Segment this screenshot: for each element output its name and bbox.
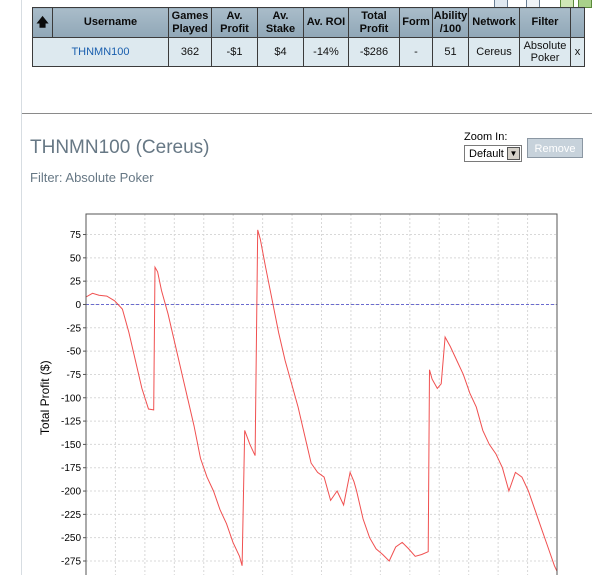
username-link[interactable]: THNMN100 [71,46,130,58]
total-profit-column-header[interactable]: Total Profit [348,7,400,38]
y-tick-label: 25 [70,277,82,288]
y-tick-label: 50 [70,253,82,264]
y-tick-label: -50 [67,347,82,358]
export-icon[interactable] [578,0,592,8]
y-axis-label: Total Profit ($) [38,360,52,435]
y-axis-ticks: 75 50 25 0 -25 -50 -75 -100 -125 -150 -175 -200 -225… [61,230,86,568]
av-profit-cell: -$1 [211,37,258,67]
form-column-header[interactable]: Form [399,7,433,38]
sort-column-header[interactable]: 🡅 [32,7,53,38]
games-played-column-header[interactable]: Games Played [168,7,212,38]
table-row: THNMN100 362 -$1 $4 -14% -$286 - 51 Cere… [32,37,585,67]
chart-title: THNMN100 (Cereus) [30,137,210,158]
y-tick-label: -200 [61,487,81,498]
remove-row-link[interactable]: x [570,37,585,67]
y-tick-label: 75 [70,230,82,241]
network-link[interactable]: Cereus [468,37,520,67]
av-stake-cell: $4 [257,37,304,67]
plot-frame [85,213,558,575]
ability-column-header[interactable]: Ability/100 [432,7,469,38]
ability-cell: 51 [432,37,469,67]
series-line [85,229,558,572]
filter-column-header: Filter [519,7,571,38]
games-played-cell: 362 [168,37,212,67]
zoom-selected-value: Default [469,148,504,160]
av-roi-column-header[interactable]: Av. ROI [303,7,349,38]
network-column-header[interactable]: Network [468,7,520,38]
y-tick-label: -75 [67,370,82,381]
table-header-row: 🡅 Username Games Played Av. Profit Av. Stak… [32,7,585,38]
y-tick-label: -150 [61,440,81,451]
y-tick-label: -225 [61,510,81,521]
av-roi-cell: -14% [303,37,349,67]
player-stats-table: 🡅 Username Games Played Av. Profit Av. Stak… [32,7,585,67]
y-tick-label: 0 [75,300,81,311]
username-column-header[interactable]: Username [52,7,169,38]
left-border-line [21,0,22,575]
av-stake-column-header[interactable]: Av. Stake [257,7,304,38]
remove-column-header [570,7,585,38]
y-tick-label: -100 [61,393,81,404]
y-tick-label: -125 [61,417,81,428]
profit-line-chart: 75 50 25 0 -25 -50 -75 -100 -125 -150 -175 -200 -225… [38,213,558,575]
form-cell: - [399,37,433,67]
section-divider [22,113,592,114]
username-cell[interactable]: THNMN100 [32,37,169,67]
filter-cell: Absolute Poker [519,37,571,67]
y-tick-label: -250 [61,533,81,544]
sort-arrow-up-icon[interactable]: 🡅 [36,14,49,29]
total-profit-cell: -$286 [348,37,400,67]
y-tick-label: -25 [67,323,82,334]
y-tick-label: -175 [61,463,81,474]
zoom-select[interactable]: Default ▼ [464,145,522,162]
zoom-label: Zoom In: [464,131,508,143]
av-profit-column-header[interactable]: Av. Profit [211,7,258,38]
remove-chart-button[interactable]: Remove [527,138,583,158]
chart-grid [86,214,557,575]
chart-filter-label: Filter: Absolute Poker [30,170,154,185]
chevron-down-icon[interactable]: ▼ [507,147,520,160]
y-tick-label: -275 [61,557,81,568]
